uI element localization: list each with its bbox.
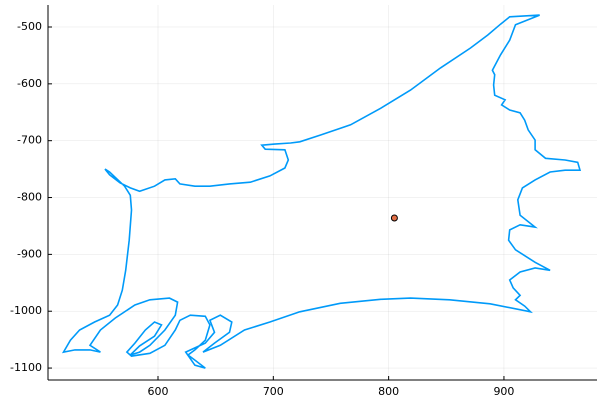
x-tick-label: 700 (263, 385, 284, 398)
outline (61, 14, 582, 369)
y-tick-label: -700 (17, 134, 42, 147)
y-tick-label: -500 (17, 20, 42, 33)
point (390, 214, 398, 222)
x-tick-label: 900 (493, 385, 514, 398)
y-tick-label: -900 (17, 247, 42, 260)
y-tick-label: -1100 (10, 361, 42, 374)
x-tick-label: 600 (148, 385, 169, 398)
x-tick-label: 800 (378, 385, 399, 398)
y-tick-label: -600 (17, 77, 42, 90)
y-tick-label: -1000 (10, 304, 42, 317)
y-tick-label: -800 (17, 191, 42, 204)
